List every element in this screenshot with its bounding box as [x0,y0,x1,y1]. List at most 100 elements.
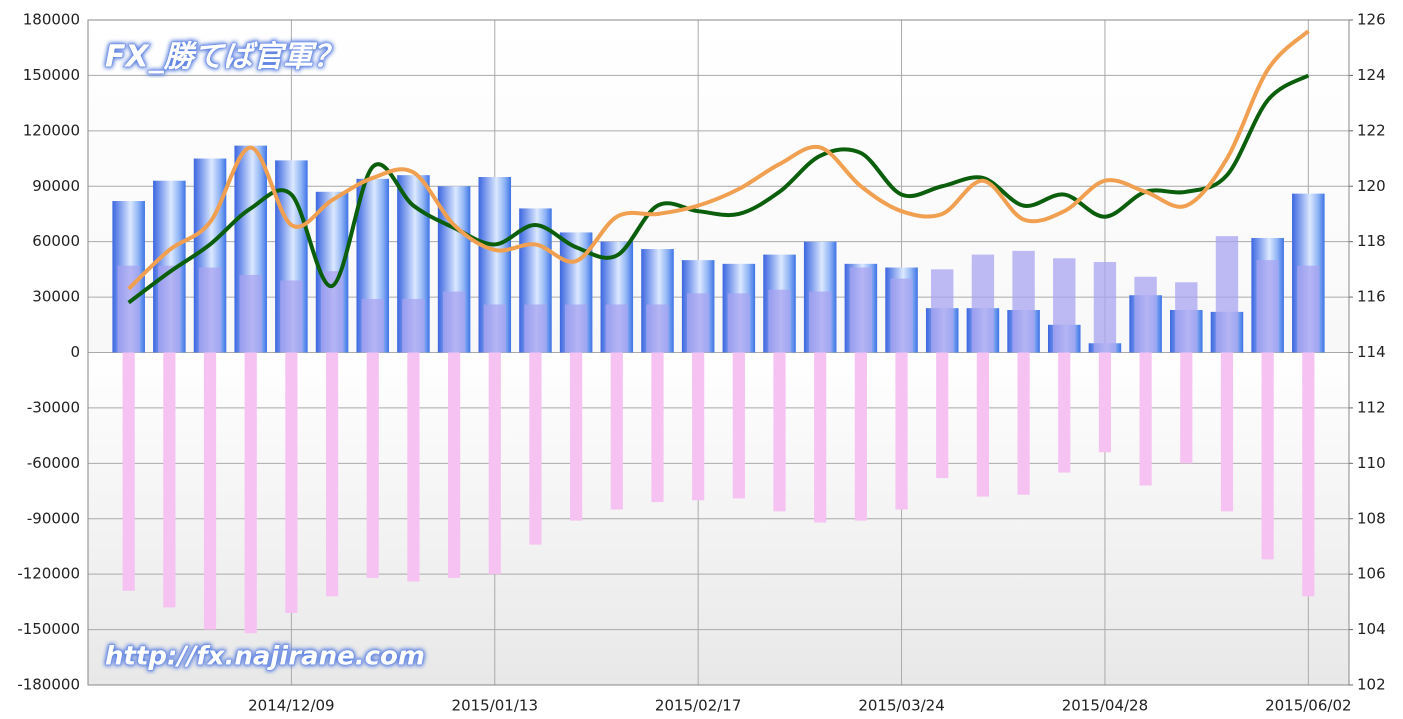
bar [727,293,751,353]
bar [524,304,547,353]
bar [1180,352,1193,464]
y-tick-label: -90000 [27,509,80,527]
watermark-title: FX_勝てば官軍？ [105,40,343,75]
x-tick-label: 2015/06/02 [1265,697,1351,715]
y2-tick-label: 108 [1357,509,1386,527]
bar [732,352,745,499]
bar [814,352,827,523]
bar [1012,250,1035,353]
y2-tick-label: 118 [1357,232,1386,250]
x-tick-label: 2015/01/13 [452,697,538,715]
bar [366,352,379,578]
y2-tick-label: 102 [1357,676,1386,694]
plot-frame [87,19,1350,686]
y-tick-label: 90000 [32,177,80,195]
y-tick-label: 60000 [32,232,80,250]
bar [402,298,425,353]
bar [488,352,501,575]
bar [1261,352,1274,560]
bar [320,271,344,353]
y2-tick-label: 110 [1357,454,1386,472]
bar [483,304,506,353]
bar [849,267,873,353]
bar [117,265,140,353]
bar [1098,352,1112,453]
bar [1297,265,1320,353]
bar [158,265,181,353]
bar [971,254,995,353]
bar [976,352,990,497]
bar [239,274,262,353]
bar [570,352,583,521]
watermark-url: http://fx.najirane.com [105,642,425,672]
y-tick-label: -180000 [17,676,80,694]
y2-tick-label: 106 [1357,565,1386,583]
y2-tick-label: 112 [1357,398,1386,416]
bar [1302,352,1315,597]
bar [1215,236,1239,353]
bar [931,269,954,353]
bar [1058,352,1071,473]
y2-tick-label: 122 [1357,121,1386,139]
bar [651,352,664,503]
bar [203,352,217,630]
bar [1139,352,1152,486]
y2-tick-label: 124 [1357,66,1386,84]
bar [890,278,913,353]
y-tick-label: 0 [70,343,80,361]
bar [1134,276,1157,353]
bar [936,352,949,479]
bar [198,267,222,353]
bar [122,352,135,591]
bar [773,352,786,512]
y2-tick-label: 120 [1357,177,1386,195]
bar [610,352,623,510]
x-tick-label: 2014/12/09 [248,697,334,715]
y-tick-label: 180000 [23,11,80,29]
bar [768,289,791,353]
bar [605,304,628,353]
labels: -180000 -150000 -120000 -90000 -60000 -30000 0… [17,11,1385,715]
bar [1256,260,1279,353]
y-tick-label: 150000 [23,66,80,84]
y-tick-label: -120000 [17,565,80,583]
bar [442,291,466,353]
bar [407,352,420,582]
bar [529,352,542,545]
bar [1175,282,1198,353]
bar [1017,352,1030,495]
line [127,73,1310,305]
y2-tick-label: 126 [1357,11,1386,29]
bar [325,352,339,597]
bar [809,291,832,353]
x-tick-label: 2015/02/17 [655,697,741,715]
bar [1220,352,1234,512]
marks [112,29,1325,634]
x-tick-label: 2015/03/24 [858,697,944,715]
x-tick-label: 2015/04/28 [1062,697,1148,715]
line [127,29,1310,291]
y2-tick-label: 116 [1357,288,1386,306]
bar [361,298,384,353]
bar [280,280,303,353]
bar [686,293,710,353]
bar [244,352,257,634]
bar [692,352,705,501]
bar [564,304,588,353]
bar [895,352,908,510]
bar [285,352,298,613]
y2-tick-label: 104 [1357,620,1386,638]
y-tick-label: -150000 [17,620,80,638]
bar [1053,258,1076,353]
bar [854,352,867,521]
bar [163,352,176,608]
y2-tick-label: 114 [1357,343,1386,361]
bar [447,352,461,578]
y-tick-label: -60000 [27,454,80,472]
bar [1093,261,1117,353]
y-tick-label: -30000 [27,398,80,416]
y-tick-label: 120000 [23,121,80,139]
bar [646,304,669,353]
y-tick-label: 30000 [32,288,80,306]
